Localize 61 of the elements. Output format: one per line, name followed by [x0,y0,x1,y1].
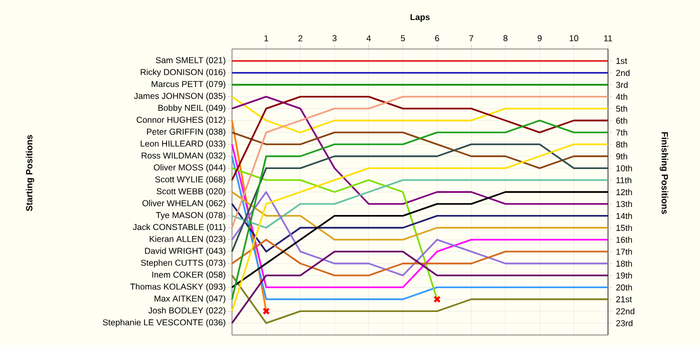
y2-tick-label: 10th [616,165,632,172]
x-tick-label: 8 [503,35,508,42]
text: Starting Positions [26,135,34,212]
series-label: James JOHNSON (035) [134,92,226,101]
series-label: Jack CONSTABLE (011) [132,224,226,232]
series-label: Scott WYLIE (068) [155,176,226,184]
series-label: Stephanie LE VESCONTE (036) [102,319,226,328]
series-label: Marcus PETT (079) [152,80,226,89]
series-label: Thomas KOLASKY (093) [130,283,226,292]
series-label: Scott WEBB (020) [156,188,226,196]
series-label: Oliver WHELAN (062) [142,200,226,208]
x-tick-label: 1 [264,35,268,42]
y2-tick-label: 17th [616,248,632,255]
x-tick-label: 9 [538,35,542,42]
series-label: Stephen CUTTS (073) [140,260,226,268]
series-label: Kieran ALLEN (023) [150,236,226,244]
y2-tick-label: 14th [616,212,632,219]
y2-tick-label: 4th [616,94,628,100]
x-tick-label: 6 [435,35,440,42]
x-axis-title: Laps [410,14,430,22]
series-label: Max AITKEN (047) [154,295,226,304]
y2-tick-label: 2nd [616,70,630,76]
series-label: David WRIGHT (043) [145,248,226,256]
y2-tick-label: 1st [616,58,628,64]
x-tick-label: 10 [570,35,578,42]
series-label: Sam SMELT (021) [156,56,226,65]
x-tick-label: 5 [400,35,405,42]
y2-tick-label: 8th [616,141,628,148]
series-label: Josh BODLEY (022) [148,307,226,316]
series-label: Bobby NEIL (049) [158,104,226,113]
y2-axis-title: Finishing Positions [660,132,668,214]
y2-tick-label: 3rd [616,82,628,88]
x-tick-label: 4 [366,35,371,42]
y2-tick-label: 20th [616,284,632,290]
y2-tick-label: 19th [616,272,632,279]
series-label: Leon HILLEARD (033) [140,140,226,148]
series-label: Peter GRIFFIN (038) [147,128,226,136]
y2-tick-label: 22nd [616,308,634,314]
y2-tick-label: 23rd [616,320,632,326]
x-tick-label: 3 [332,35,337,42]
series-label: Oliver MOSS (044) [154,164,226,172]
series-label: Inem COKER (058) [152,271,226,280]
series-label: Ricky DONISON (016) [140,68,226,77]
series-label: Ross WILDMAN (032) [142,152,226,160]
y2-tick-label: 21st [616,296,632,302]
y2-tick-label: 13th [616,200,632,208]
y2-tick-label: 15th [616,224,632,231]
y2-tick-label: 18th [616,260,632,267]
line-series [231,167,438,300]
series-label: Connor HUGHES (012) [136,116,226,124]
y2-tick-label: 16th [616,236,632,243]
x-tick-label: 7 [469,35,474,42]
y2-tick-label: 11th [616,176,632,184]
series-label: Tye MASON (078) [156,212,226,220]
y2-tick-label: 5th [616,105,628,112]
y2-tick-label: 6th [616,117,628,124]
x-tick-label: 11 [604,35,612,42]
x-tick-label: 2 [298,35,302,42]
y2-tick-label: 7th [616,129,628,136]
y2-tick-label: 9th [616,153,628,160]
y2-tick-label: 12th [616,188,632,196]
